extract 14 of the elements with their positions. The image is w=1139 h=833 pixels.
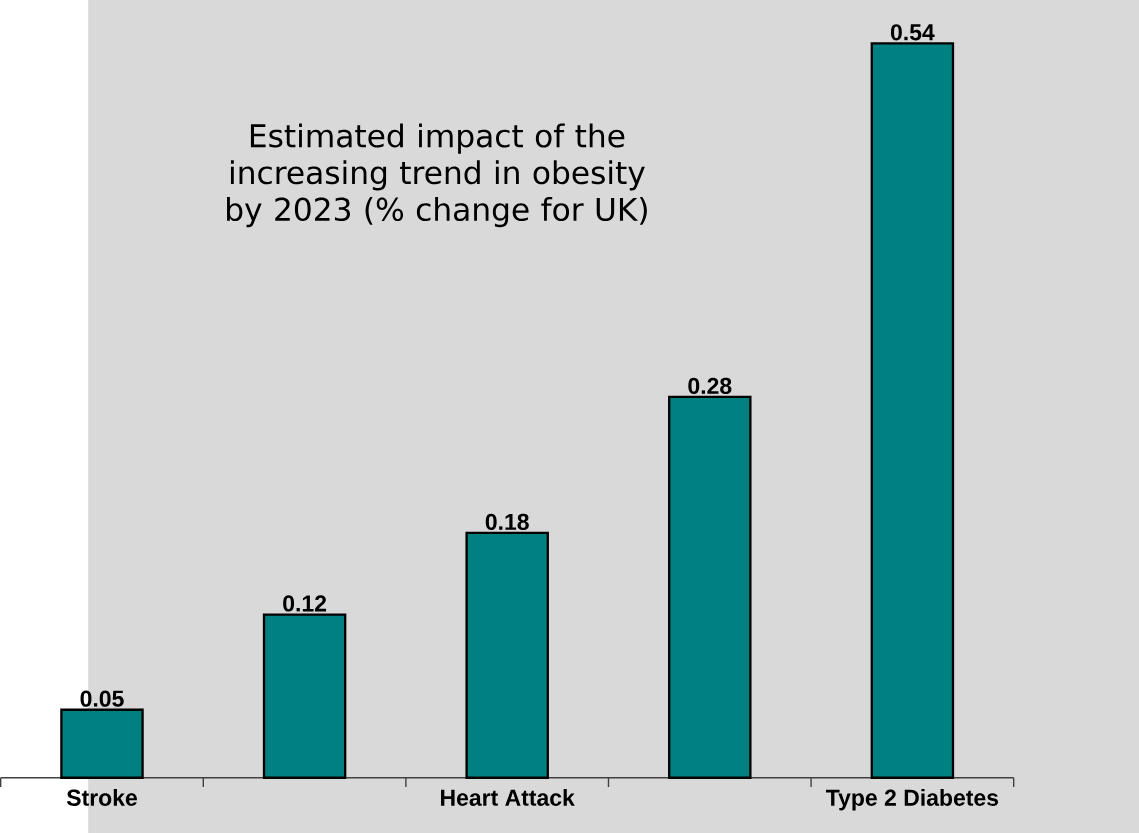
bar (465, 531, 549, 779)
bar (870, 42, 955, 779)
bar (262, 613, 347, 779)
x-tick-label: Stroke (66, 788, 137, 806)
bar (668, 395, 752, 779)
data-label: 0.12 (283, 595, 327, 612)
bar (60, 708, 144, 779)
data-label: 0.28 (688, 377, 732, 394)
text: Estimated impact of the increasing trend in obesity by 2023 (% change for UK) (227, 123, 647, 228)
x-tick-label: Heart Attack (441, 788, 575, 806)
data-label: 0.05 (80, 690, 124, 707)
data-label: 0.18 (485, 513, 529, 530)
x-tick-label: Type 2 Diabetes (826, 788, 999, 811)
data-label: 0.54 (890, 24, 935, 41)
